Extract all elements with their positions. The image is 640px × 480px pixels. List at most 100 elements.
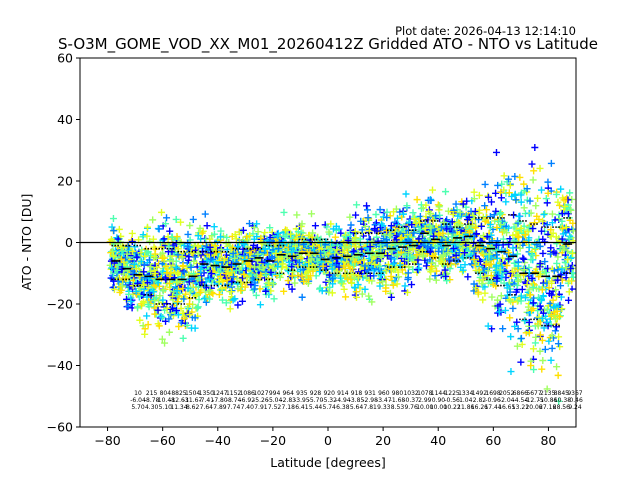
scatter-point [253,244,261,252]
bin-stat-label: 10 [134,390,142,397]
scatter-point [194,283,202,291]
scatter-point [358,226,366,234]
scatter-point [252,291,260,299]
scatter-point [231,230,239,238]
scatter-point [194,232,202,240]
scatter-point [325,228,333,236]
scatter-point [189,215,197,223]
scatter-point [365,276,373,284]
scatter-point [167,265,175,273]
scatter-point [298,220,306,228]
bin-stat-label: -0.56 [444,397,460,404]
x-tick-label: 80 [540,433,556,448]
scatter-point [208,270,216,278]
x-tick-label: −80 [94,433,120,448]
scatter-point [149,216,157,224]
scatter-point [287,230,295,238]
bin-stat-label: 4.30 [145,404,159,411]
scatter-point [327,246,335,254]
y-tick-label: −40 [47,358,73,373]
scatter-point [128,247,136,255]
scatter-point [175,322,183,330]
scatter-point [206,275,214,283]
scatter-point [166,305,174,313]
scatter-point [165,315,173,323]
x-tick-label: −20 [260,433,286,448]
scatter-point [364,248,372,256]
scatter-point [251,263,259,271]
scatter-point [206,243,214,251]
bin-stat-label: 1027 [253,390,268,397]
bin-stat-label: 918 [351,390,363,397]
bin-stat-label: 7.89 [213,404,227,411]
scatter-point [116,288,124,296]
scatter-point [246,249,254,257]
bin-stat-label: 8.53 [391,404,405,411]
scatter-point [328,265,336,273]
scatter-point [180,268,188,276]
scatter-point [285,280,293,288]
scatter-point [220,256,228,264]
scatter-point [288,285,296,293]
plot-area [79,57,577,428]
bin-stat-label: 6.41 [295,404,309,411]
scatter-point [108,247,116,255]
scatter-point [140,268,148,276]
scatter-point [198,278,206,286]
bin-stat-label: 5.70 [131,404,145,411]
scatter-point [151,270,159,278]
scatter-point [313,234,321,242]
bin-stat-label: 9.33 [377,404,391,411]
scatter-point [343,254,351,262]
scatter-points [106,144,576,405]
scatter-point [150,288,158,296]
scatter-point [349,265,357,273]
scatter-point [238,297,246,305]
scatter-point [141,325,149,333]
scatter-point [356,235,364,243]
scatter-point [110,252,118,260]
scatter-point [251,279,259,287]
scatter-point [198,229,206,237]
scatter-point [110,277,118,285]
y-tick-label: 20 [57,174,73,189]
scatter-point [216,233,224,241]
scatter-point [194,250,202,258]
scatter-point [320,248,328,256]
scatter-point [107,236,115,244]
scatter-point [365,292,373,300]
scatter-point [155,282,163,290]
scatter-point [354,281,362,289]
scatter-point [223,233,231,241]
scatter-point [163,269,171,277]
scatter-point [338,277,346,285]
scatter-point [187,263,195,271]
scatter-point [195,296,203,304]
scatter-point [143,293,151,301]
scatter-point [285,258,293,266]
scatter-point [194,304,202,312]
scatter-point [186,310,194,318]
scatter-point [186,300,194,308]
scatter-point [166,257,174,265]
scatter-point [168,233,176,241]
scatter-point [319,262,327,270]
bin-stat-label: 7.40 [241,404,255,411]
scatter-point [173,298,181,306]
bin-stat-label: 7.52 [268,404,282,411]
scatter-point [274,263,282,271]
scatter-point [158,254,166,262]
scatter-point [215,291,223,299]
scatter-point [139,281,147,289]
scatter-point [217,265,225,273]
scatter-point [376,224,384,232]
scatter-point [329,274,337,282]
scatter-point [114,235,122,243]
scatter-point [226,305,234,313]
scatter-point [177,218,185,226]
scatter-point [109,215,117,223]
scatter-point [145,303,153,311]
scatter-point [177,304,185,312]
scatter-point [206,287,214,295]
scatter-point [165,242,173,250]
